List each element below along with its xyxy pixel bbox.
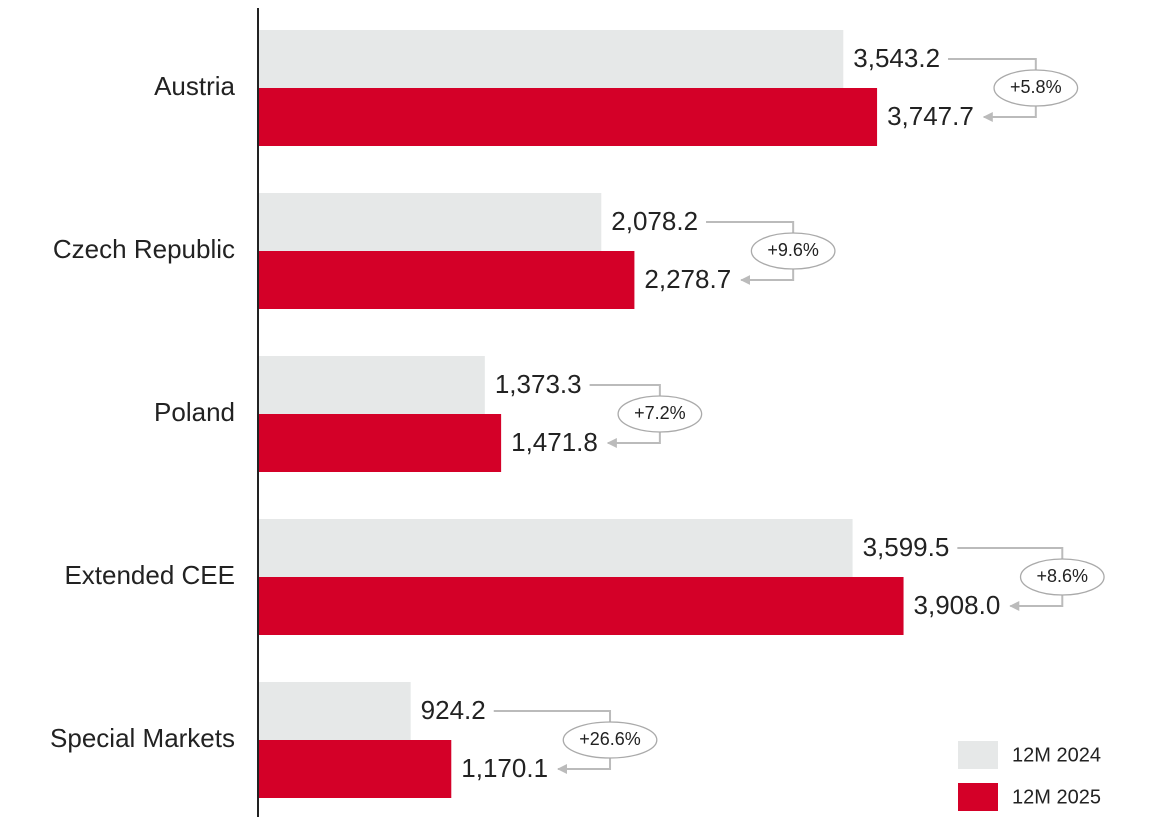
category-label: Poland	[154, 397, 235, 427]
bar	[258, 519, 853, 577]
bar	[258, 740, 452, 798]
bar	[258, 251, 635, 309]
value-label: 3,599.5	[863, 532, 950, 562]
bar	[258, 682, 411, 740]
change-badge	[617, 395, 703, 433]
value-label: 2,278.7	[644, 264, 731, 294]
category-label: Extended CEE	[64, 560, 235, 590]
change-label: +5.8%	[1010, 77, 1062, 97]
value-label: 3,543.2	[853, 43, 940, 73]
change-badge	[993, 69, 1079, 107]
change-label: +7.2%	[634, 403, 686, 423]
change-badge	[562, 721, 658, 759]
bar	[258, 577, 904, 635]
legend-label: 12M 2025	[1012, 786, 1101, 808]
change-label: +9.6%	[767, 240, 819, 260]
legend-label: 12M 2024	[1012, 744, 1101, 766]
value-label: 3,908.0	[914, 590, 1001, 620]
legend-swatch	[958, 783, 998, 811]
value-label: 1,373.3	[495, 369, 582, 399]
bar	[258, 30, 844, 88]
category-label: Czech Republic	[53, 234, 235, 264]
change-label: +8.6%	[1037, 566, 1089, 586]
change-badge	[750, 232, 836, 270]
value-label: 1,170.1	[461, 753, 548, 783]
change-badge	[1019, 558, 1105, 596]
bar	[258, 88, 878, 146]
category-label: Austria	[154, 71, 235, 101]
bar	[258, 193, 602, 251]
value-label: 3,747.7	[887, 101, 974, 131]
bar	[258, 414, 502, 472]
category-label: Special Markets	[50, 723, 235, 753]
value-label: 1,471.8	[511, 427, 598, 457]
bar	[258, 356, 485, 414]
value-label: 924.2	[421, 695, 486, 725]
value-label: 2,078.2	[611, 206, 698, 236]
legend-swatch	[958, 741, 998, 769]
change-label: +26.6%	[579, 729, 641, 749]
